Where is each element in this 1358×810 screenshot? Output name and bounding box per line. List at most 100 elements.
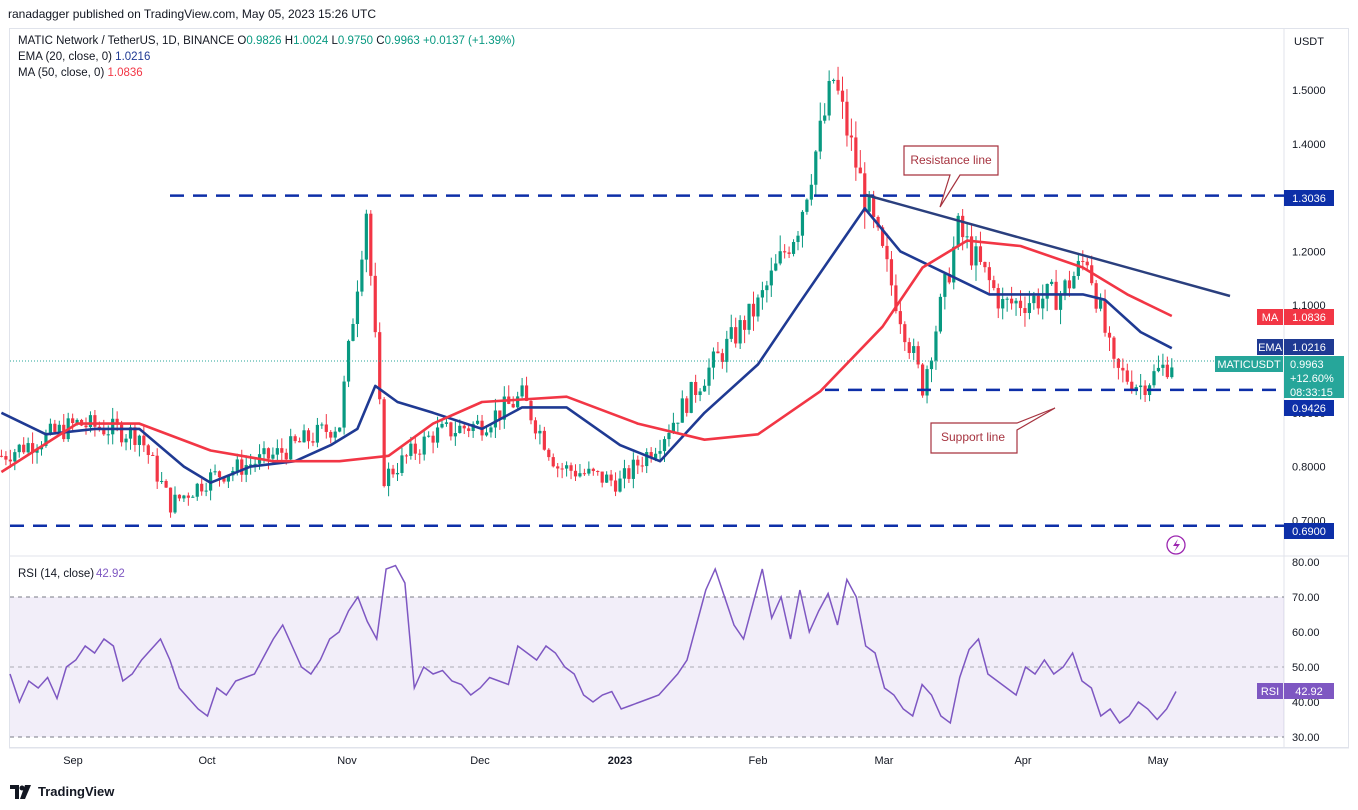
candle-body <box>1125 370 1129 382</box>
candle-body <box>978 246 983 262</box>
tradingview-logo[interactable]: TradingView <box>10 784 114 799</box>
candle-body <box>840 90 845 102</box>
candle-body <box>631 459 635 479</box>
candle-body <box>22 444 26 453</box>
candle-body <box>88 415 93 428</box>
candle-body <box>863 173 867 212</box>
ma-legend[interactable]: MA (50, close, 0) 1.0836 <box>18 67 143 79</box>
price-tick: 1.2000 <box>1292 246 1326 258</box>
rsi-tag-label: RSI <box>1261 686 1279 698</box>
candle-body <box>827 81 831 116</box>
candle-body <box>916 346 920 365</box>
candle-body <box>400 455 404 473</box>
candle-body <box>106 434 110 436</box>
support-callout[interactable] <box>930 407 1056 454</box>
candle-body <box>1027 303 1031 314</box>
candle-body <box>858 167 862 174</box>
candle-body <box>502 396 506 420</box>
candle-body <box>796 235 800 243</box>
candle-body <box>800 211 805 236</box>
candle-body <box>516 396 520 408</box>
candle-body <box>1099 299 1103 309</box>
candle-body <box>111 418 115 435</box>
candle-body <box>266 448 271 459</box>
symbol-name[interactable]: MATIC Network / TetherUS, 1D, BINANCE <box>18 35 235 47</box>
candle-body <box>547 449 551 458</box>
candle-body <box>0 455 4 457</box>
ma-line[interactable] <box>0 239 1173 474</box>
candle-body <box>489 427 493 433</box>
resistance-trendline[interactable] <box>865 193 1231 298</box>
candle-body <box>880 227 885 246</box>
candle-body <box>943 274 947 297</box>
candle-body <box>600 471 604 483</box>
publisher-bar: ranadagger published on TradingView.com,… <box>0 0 1358 28</box>
candle-body <box>947 274 951 283</box>
candle-body <box>729 327 733 339</box>
candle-body <box>329 431 333 438</box>
countdown: 08:33:15 <box>1290 387 1333 399</box>
candle-body <box>168 487 173 513</box>
candle-body <box>929 360 934 370</box>
candle-body <box>520 385 524 397</box>
symbol-legend: MATIC Network / TetherUS, 1D, BINANCE O0… <box>18 35 515 47</box>
candle-body <box>217 471 222 478</box>
candle-body <box>484 432 489 436</box>
last-change: +12.60% <box>1290 373 1334 385</box>
candle-body <box>1041 298 1045 309</box>
last-price: 0.9963 <box>1290 359 1324 371</box>
ema-tag-label: EMA <box>1258 342 1283 354</box>
candle-body <box>809 184 813 200</box>
candle-body <box>427 435 431 437</box>
candle-body <box>1076 260 1080 276</box>
price-tick: 1.5000 <box>1292 85 1326 97</box>
candle-body <box>662 439 667 452</box>
rsi-line[interactable] <box>9 564 1177 725</box>
candle-body <box>151 454 155 456</box>
candle-body <box>845 101 849 136</box>
candle-body <box>934 331 938 361</box>
candle-body <box>769 270 773 286</box>
candle-body <box>471 423 475 431</box>
candle-body <box>355 291 360 325</box>
ma-price-tag: MA 1.0836 <box>1257 309 1334 325</box>
resistance-callout[interactable] <box>903 145 999 208</box>
rsi-legend-label[interactable]: RSI (14, close) <box>18 568 94 580</box>
candle-body <box>1130 381 1134 391</box>
candle-body <box>4 456 8 460</box>
candle-body <box>431 435 435 443</box>
candle-body <box>774 263 778 271</box>
candle-body <box>872 195 876 217</box>
candle-body <box>1001 299 1005 309</box>
candle-body <box>120 424 124 443</box>
candle-body <box>1116 358 1120 368</box>
candle-body <box>338 427 342 432</box>
candle-body <box>938 296 942 332</box>
lightning-icon[interactable] <box>1166 535 1186 555</box>
candle-body <box>177 494 182 499</box>
ema-legend[interactable]: EMA (20, close, 0) 1.0216 <box>18 51 150 63</box>
candle-body <box>974 246 978 266</box>
rsi-tag-value: 42.92 <box>1295 686 1323 698</box>
candle-body <box>289 436 293 460</box>
level-tag-bottom-text: 0.6900 <box>1292 526 1326 538</box>
candle-body <box>395 472 400 475</box>
horizontal-levels <box>10 194 1284 528</box>
candle-body <box>907 342 911 353</box>
ema-line[interactable] <box>0 207 1173 485</box>
candle-body <box>921 364 925 396</box>
candle-body <box>235 459 239 471</box>
candle-body <box>240 459 244 475</box>
candle-body <box>636 459 640 466</box>
candle-body <box>137 435 141 445</box>
candle-body <box>102 428 106 435</box>
candle-body <box>529 400 533 421</box>
price-tick: 0.8000 <box>1292 462 1326 474</box>
candle-body <box>213 471 217 473</box>
level-tag-support-text: 0.9426 <box>1292 403 1326 415</box>
candle-body <box>832 79 836 82</box>
candle-body <box>969 236 974 266</box>
time-label: Oct <box>198 755 215 767</box>
candle-body <box>26 443 30 453</box>
